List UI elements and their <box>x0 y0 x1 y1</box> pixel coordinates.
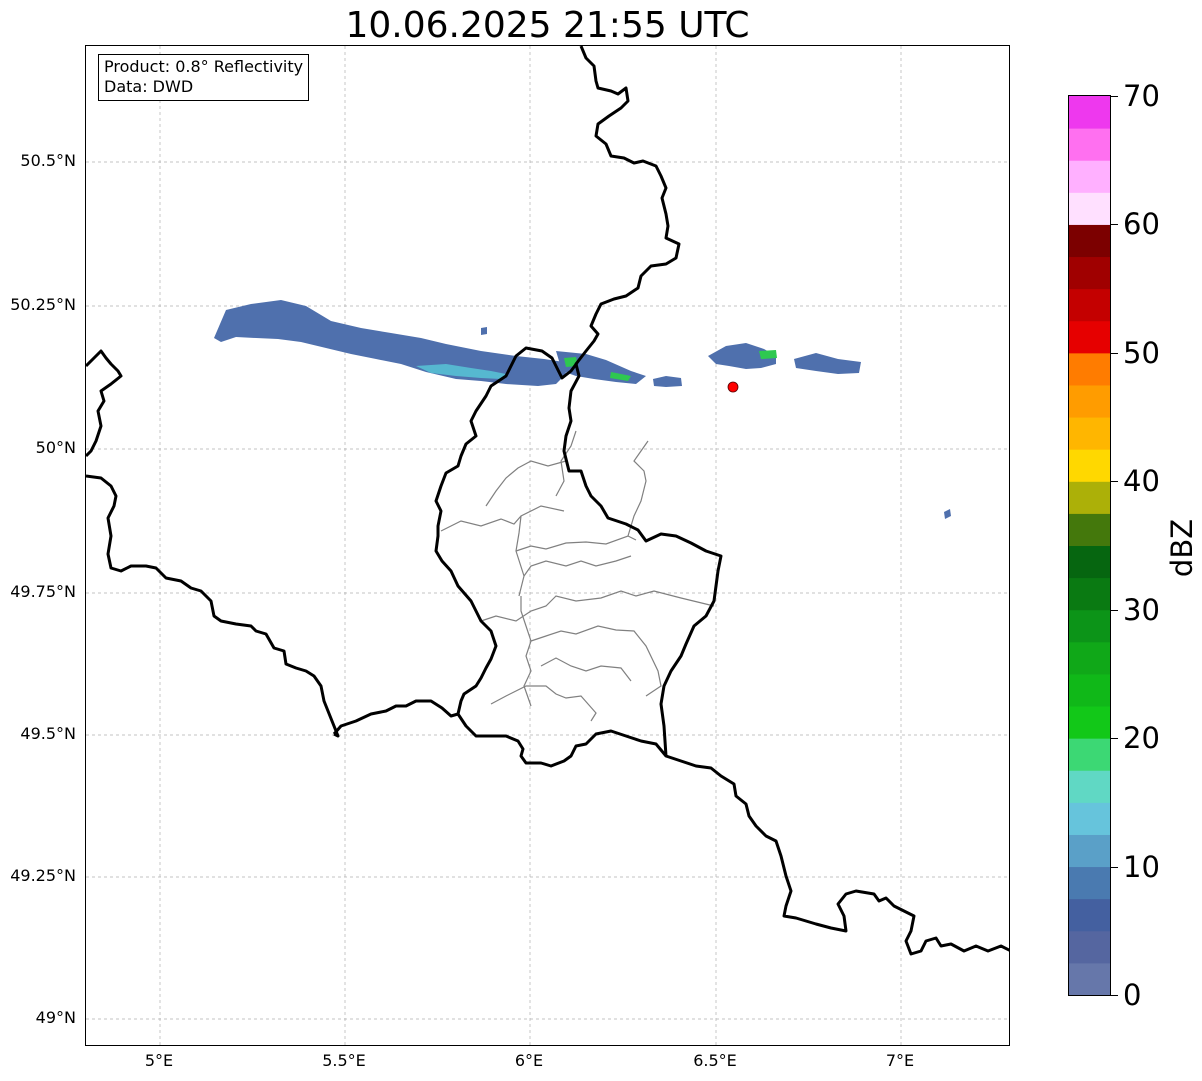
border-belgium-nl <box>86 349 123 458</box>
colorbar-swatch <box>1069 417 1110 450</box>
colorbar-tick-label: 30 <box>1123 593 1160 627</box>
country-borders <box>86 46 1009 956</box>
gridlines <box>86 46 1009 1045</box>
info-data-source: Data: DWD <box>104 77 194 96</box>
lat-tick: 50.25°N <box>10 295 76 314</box>
colorbar-swatches <box>1069 96 1110 995</box>
colorbar-swatch <box>1069 641 1110 675</box>
lat-tick: 50°N <box>35 438 76 457</box>
border-germany-belgium-lux <box>562 46 723 757</box>
colorbar-swatch <box>1069 802 1110 835</box>
lat-tick: 49.5°N <box>20 724 76 743</box>
colorbar-swatch <box>1069 352 1110 386</box>
colorbar-swatch <box>1069 930 1110 964</box>
colorbar-swatch <box>1069 128 1110 161</box>
lon-tick: 5°E <box>144 1051 174 1070</box>
colorbar-swatch <box>1069 160 1110 193</box>
colorbar-swatch <box>1069 609 1110 643</box>
colorbar-tick-label: 10 <box>1123 850 1160 884</box>
colorbar-tick-label: 60 <box>1123 207 1160 241</box>
colorbar-swatch <box>1069 256 1110 290</box>
colorbar-swatch <box>1069 962 1110 995</box>
info-product: Product: 0.8° Reflectivity <box>104 57 304 76</box>
lon-tick: 7°E <box>885 1051 915 1070</box>
echo-green-3 <box>759 350 777 359</box>
border-lux-south <box>456 713 1009 956</box>
colorbar-tick-label: 40 <box>1123 464 1160 498</box>
echo-band-west-core <box>416 364 506 379</box>
radar-map[interactable]: Product: 0.8° Reflectivity Data: DWD <box>85 45 1010 1046</box>
echo-speck <box>481 327 487 335</box>
radar-site-marker <box>727 381 739 393</box>
colorbar <box>1068 95 1111 996</box>
colorbar-swatch <box>1069 577 1110 611</box>
colorbar-tick-mark <box>1111 738 1118 739</box>
colorbar-swatch <box>1069 96 1110 129</box>
echo-band-east <box>708 343 776 369</box>
colorbar-tick-label: 20 <box>1123 721 1160 755</box>
map-canvas <box>86 46 1009 1045</box>
colorbar-unit-label: dBZ <box>1165 518 1199 578</box>
lon-tick: 5.5°E <box>322 1051 366 1070</box>
colorbar-tick-mark <box>1111 96 1118 97</box>
echo-band-west <box>214 300 566 386</box>
border-belgium-france <box>86 474 340 738</box>
colorbar-tick-mark <box>1111 610 1118 611</box>
colorbar-swatch <box>1069 320 1110 354</box>
lat-tick: 49°N <box>35 1008 76 1027</box>
colorbar-swatch <box>1069 192 1110 225</box>
lon-tick: 6.5°E <box>693 1051 737 1070</box>
radar-echoes <box>214 300 951 519</box>
colorbar-swatch <box>1069 866 1110 900</box>
colorbar-swatch <box>1069 481 1110 514</box>
border-lux-inner <box>332 346 579 735</box>
map-title: 10.06.2025 21:55 UTC <box>345 5 750 46</box>
colorbar-swatch <box>1069 224 1110 258</box>
colorbar-swatch <box>1069 834 1110 868</box>
colorbar-swatch <box>1069 770 1110 803</box>
colorbar-tick-label: 70 <box>1123 79 1160 113</box>
colorbar-swatch <box>1069 898 1110 932</box>
colorbar-tick-mark <box>1111 481 1118 482</box>
colorbar-swatch <box>1069 513 1110 546</box>
colorbar-swatch <box>1069 449 1110 482</box>
echo-band-center <box>556 351 646 384</box>
echo-band-east-small <box>653 376 682 387</box>
colorbar-swatch <box>1069 706 1110 739</box>
lat-tick: 49.75°N <box>10 582 76 601</box>
lon-tick: 6°E <box>514 1051 544 1070</box>
colorbar-swatch <box>1069 545 1110 579</box>
colorbar-tick-label: 0 <box>1123 978 1142 1012</box>
echo-band-far-east <box>794 353 861 374</box>
colorbar-swatch <box>1069 384 1110 418</box>
echo-isolated <box>944 509 951 519</box>
admin-boundaries <box>440 430 715 722</box>
colorbar-swatch <box>1069 673 1110 707</box>
echo-green-2 <box>610 372 631 381</box>
colorbar-swatch <box>1069 288 1110 322</box>
colorbar-tick-mark <box>1111 867 1118 868</box>
lat-tick: 50.5°N <box>20 151 76 170</box>
info-box: Product: 0.8° Reflectivity Data: DWD <box>98 54 310 101</box>
colorbar-swatch <box>1069 738 1110 771</box>
colorbar-tick-mark <box>1111 224 1118 225</box>
colorbar-tick-mark <box>1111 995 1118 996</box>
colorbar-tick-mark <box>1111 353 1118 354</box>
lat-tick: 49.25°N <box>10 866 76 885</box>
colorbar-tick-label: 50 <box>1123 336 1160 370</box>
